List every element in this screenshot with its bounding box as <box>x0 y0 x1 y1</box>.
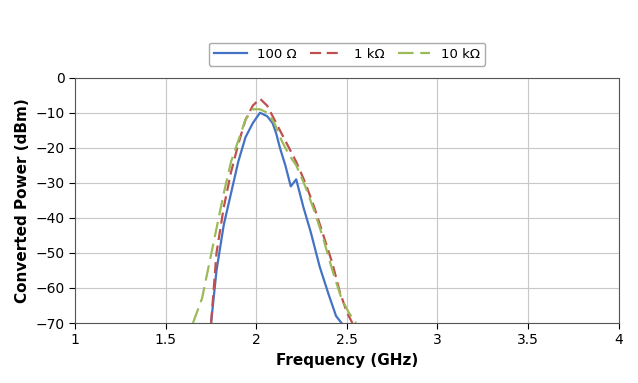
100 Ω <box>220 223 228 227</box>
10 kΩ <box>249 107 256 111</box>
Y-axis label: Converted Power (dBm): Converted Power (dBm) <box>15 98 30 303</box>
1 kΩ <box>278 131 286 136</box>
100 Ω <box>292 177 300 182</box>
1 kΩ <box>301 180 309 185</box>
100 Ω <box>316 265 323 269</box>
100 Ω <box>249 121 256 126</box>
10 kΩ <box>271 121 278 126</box>
10 kΩ <box>205 261 213 266</box>
100 Ω <box>307 229 315 234</box>
100 Ω <box>332 314 340 318</box>
1 kΩ <box>263 103 271 108</box>
1 kΩ <box>271 118 278 122</box>
10 kΩ <box>301 184 309 189</box>
1 kΩ <box>220 205 228 210</box>
1 kΩ <box>329 261 336 266</box>
1 kΩ <box>285 146 293 150</box>
10 kΩ <box>263 110 271 115</box>
Legend: 100 Ω, 1 kΩ, 10 kΩ: 100 Ω, 1 kΩ, 10 kΩ <box>209 43 486 66</box>
100 Ω <box>281 163 289 168</box>
10 kΩ <box>320 237 327 241</box>
10 kΩ <box>292 163 300 168</box>
10 kΩ <box>278 139 286 143</box>
10 kΩ <box>198 296 206 301</box>
Line: 1 kΩ: 1 kΩ <box>211 99 352 323</box>
10 kΩ <box>338 296 345 301</box>
1 kΩ <box>336 289 343 294</box>
10 kΩ <box>345 310 353 315</box>
10 kΩ <box>242 118 249 122</box>
1 kΩ <box>348 321 356 325</box>
100 Ω <box>263 114 271 119</box>
10 kΩ <box>227 159 235 164</box>
10 kΩ <box>329 268 336 273</box>
1 kΩ <box>256 97 263 101</box>
100 Ω <box>276 146 284 150</box>
100 Ω <box>242 135 249 139</box>
10 kΩ <box>189 321 197 325</box>
1 kΩ <box>207 321 215 325</box>
1 kΩ <box>227 170 235 175</box>
1 kΩ <box>292 159 300 164</box>
10 kΩ <box>352 321 360 325</box>
100 Ω <box>287 184 295 189</box>
100 Ω <box>212 268 220 273</box>
1 kΩ <box>249 103 256 108</box>
100 Ω <box>269 121 276 126</box>
100 Ω <box>207 321 215 325</box>
100 Ω <box>325 293 332 297</box>
10 kΩ <box>256 107 263 111</box>
1 kΩ <box>320 233 327 238</box>
X-axis label: Frequency (GHz): Frequency (GHz) <box>276 353 418 368</box>
100 Ω <box>234 159 242 164</box>
Line: 100 Ω: 100 Ω <box>211 113 341 323</box>
100 Ω <box>227 191 235 196</box>
100 Ω <box>338 321 345 325</box>
10 kΩ <box>311 209 318 213</box>
1 kΩ <box>212 250 220 255</box>
1 kΩ <box>234 142 242 147</box>
10 kΩ <box>212 226 220 231</box>
10 kΩ <box>220 191 228 196</box>
100 Ω <box>300 205 308 210</box>
10 kΩ <box>285 152 293 157</box>
1 kΩ <box>242 118 249 122</box>
Line: 10 kΩ: 10 kΩ <box>193 109 356 323</box>
100 Ω <box>272 131 280 136</box>
1 kΩ <box>343 310 351 315</box>
100 Ω <box>256 110 263 115</box>
1 kΩ <box>311 205 318 210</box>
10 kΩ <box>234 139 242 143</box>
